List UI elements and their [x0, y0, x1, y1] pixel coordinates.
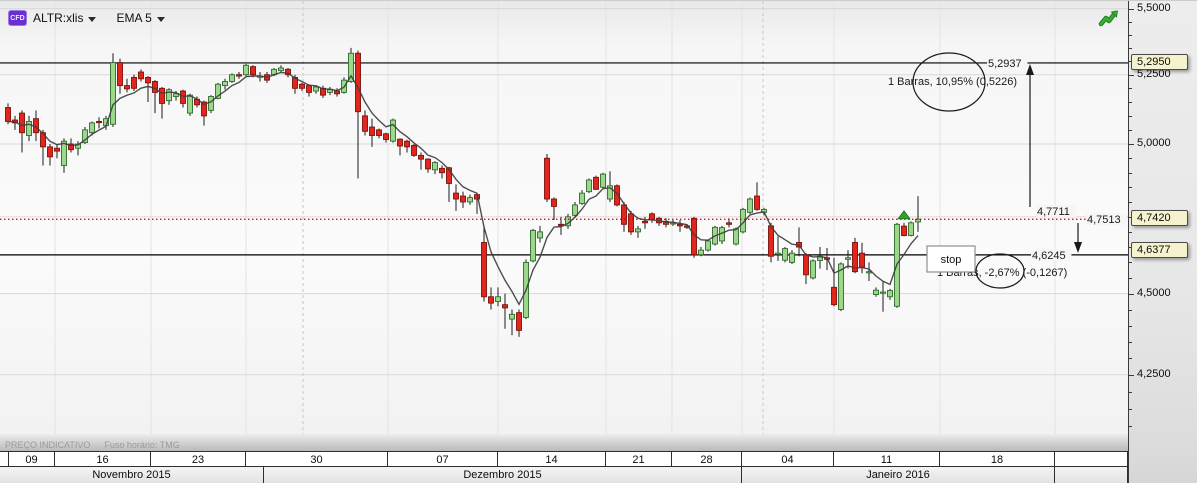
- instrument-type-badge: CFD: [8, 10, 27, 26]
- minor-tick: [1129, 247, 1132, 249]
- price-badge[interactable]: 4,7420: [1131, 210, 1188, 227]
- minor-tick: [1129, 34, 1132, 36]
- time-axis[interactable]: 09 16 23 30 07 14 21 28 04 11 18 Novembro 2015 Deze…: [0, 451, 1128, 483]
- minor-tick: [1129, 115, 1132, 117]
- minor-tick: [1129, 325, 1132, 327]
- week-row: 09 16 23 30 07 14 21 28 04 11 18: [0, 451, 1128, 467]
- annotation-label[interactable]: 4,7513: [1087, 214, 1121, 226]
- annotation-label[interactable]: 4,7711: [1037, 206, 1070, 218]
- price-axis-label: 5,2500: [1137, 67, 1171, 80]
- down-arrow-icon[interactable]: [1074, 242, 1082, 253]
- gridlines: [0, 1, 1128, 434]
- week-cell: 23: [151, 452, 246, 467]
- price-axis-label: 4,5000: [1137, 286, 1171, 299]
- indicator-label: EMA 5: [116, 11, 152, 25]
- week-cell: 30: [246, 452, 388, 467]
- week-cell: 28: [672, 452, 742, 467]
- price-badge[interactable]: 4,6377: [1131, 241, 1188, 258]
- minor-tick: [1129, 202, 1132, 203]
- major-tick: [1129, 74, 1134, 76]
- major-tick: [1129, 8, 1134, 10]
- minor-tick: [1129, 358, 1132, 360]
- minor-tick: [1129, 277, 1132, 279]
- minor-tick: [1129, 231, 1132, 233]
- trend-up-icon: [1098, 10, 1118, 27]
- price-axis-label: 5,0000: [1137, 137, 1171, 149]
- price-axis[interactable]: 5,50005,25005,00004,75004,50004,25005,29…: [1128, 1, 1197, 483]
- status-bar: PREÇO INDICATIVO Fuso horário: TMG: [5, 440, 180, 450]
- price-axis-label: 4,2500: [1137, 367, 1171, 380]
- minor-tick: [1129, 408, 1132, 410]
- annotation-label[interactable]: 1 Barras, 10,95% (0,5226): [888, 76, 1017, 88]
- stop-order-box[interactable]: [926, 245, 976, 273]
- up-arrow-icon[interactable]: [1026, 64, 1034, 75]
- month-cell: Janeiro 2016: [742, 467, 1055, 483]
- month-cell: Novembro 2015: [0, 467, 264, 483]
- minor-tick: [1129, 187, 1132, 189]
- bottom-gradient-strip: [0, 434, 1128, 451]
- stop-order-label[interactable]: stop: [941, 254, 962, 266]
- week-cell: 11: [834, 452, 940, 467]
- minor-tick: [1129, 341, 1132, 343]
- annotation-label[interactable]: 5,2937: [988, 58, 1022, 70]
- minor-tick: [1129, 172, 1132, 174]
- minor-tick: [1129, 309, 1132, 311]
- chart-header: CFD ALTR:xlis EMA 5: [8, 9, 165, 27]
- chart-plot-area[interactable]: 5,2937 4,6245 4,7513 1 Barras, 10,95% (0,52…: [0, 1, 1128, 451]
- major-tick: [1129, 293, 1134, 295]
- week-cell: [1055, 452, 1128, 467]
- week-cell: 04: [742, 452, 834, 467]
- minor-tick: [1129, 129, 1132, 131]
- minor-tick: [1129, 88, 1132, 90]
- chevron-down-icon: [88, 16, 97, 22]
- loss-ellipse-annotation[interactable]: [975, 253, 1025, 289]
- price-axis-label: 5,5000: [1137, 1, 1171, 14]
- week-cell: 16: [55, 452, 151, 467]
- symbol-selector[interactable]: ALTR:xlis: [33, 11, 97, 25]
- buy-signal-triangle-icon[interactable]: [897, 210, 911, 220]
- minor-tick: [1129, 425, 1132, 427]
- week-cell: 09: [8, 452, 55, 467]
- candlestick-chart-svg: 5,2937 4,6245 4,7513 1 Barras, 10,95% (0,52…: [0, 1, 1128, 451]
- week-cell: 18: [940, 452, 1055, 467]
- week-cell: 21: [606, 452, 672, 467]
- minor-tick: [1129, 158, 1132, 160]
- symbol-label: ALTR:xlis: [33, 11, 84, 25]
- minor-tick: [1129, 262, 1132, 264]
- minor-tick: [1129, 102, 1132, 103]
- major-tick: [1129, 144, 1134, 145]
- price-indicative-label: PREÇO INDICATIVO: [5, 440, 91, 450]
- week-cell: 14: [498, 452, 606, 467]
- minor-tick: [1129, 47, 1132, 49]
- timezone-label: Fuso horário: TMG: [104, 440, 180, 450]
- month-row: Novembro 2015 Dezembro 2015 Janeiro 2016: [0, 467, 1128, 483]
- indicator-selector[interactable]: EMA 5: [116, 11, 165, 25]
- chevron-down-icon: [156, 16, 165, 22]
- gain-ellipse-annotation[interactable]: [912, 52, 986, 112]
- minor-tick: [1129, 391, 1132, 393]
- price-badge[interactable]: 5,2950: [1131, 53, 1188, 70]
- major-tick: [1129, 374, 1134, 376]
- minor-tick: [1129, 61, 1132, 63]
- month-cell: [1055, 467, 1128, 483]
- month-cell: Dezembro 2015: [264, 467, 742, 483]
- ema-line: [7, 71, 919, 306]
- annotation-label[interactable]: 4,6245: [1032, 250, 1066, 262]
- week-cell: 07: [388, 452, 498, 467]
- minor-tick: [1129, 21, 1132, 23]
